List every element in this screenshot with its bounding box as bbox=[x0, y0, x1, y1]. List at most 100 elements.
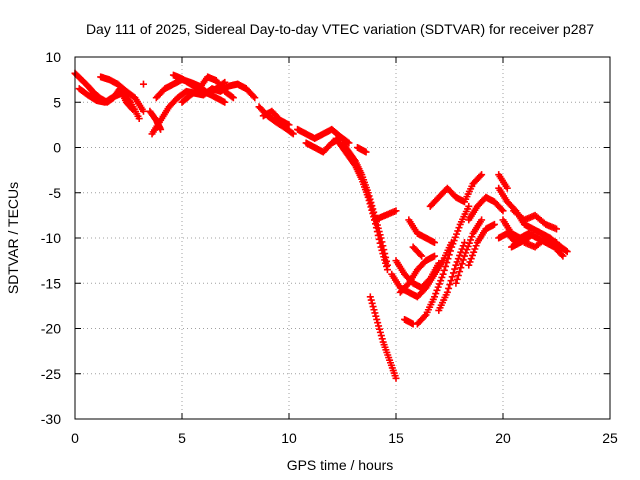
data-point-marker bbox=[468, 251, 476, 259]
data-point-marker bbox=[466, 258, 474, 266]
data-point-marker bbox=[452, 279, 460, 287]
data-point-marker bbox=[369, 303, 377, 311]
sat-track-15 bbox=[339, 139, 391, 269]
data-point-marker bbox=[460, 252, 468, 260]
data-point-marker bbox=[377, 234, 385, 242]
data-point-marker bbox=[446, 281, 454, 289]
data-point-marker bbox=[490, 220, 498, 228]
data-point-marker bbox=[139, 80, 147, 88]
data-point-marker bbox=[443, 288, 451, 296]
sat-track-35 bbox=[409, 243, 426, 260]
sat-track-30 bbox=[510, 207, 560, 233]
data-point-marker bbox=[371, 309, 379, 317]
data-point-marker bbox=[448, 243, 456, 251]
data-point-marker bbox=[454, 271, 462, 279]
data-point-marker bbox=[478, 171, 486, 179]
sat-track-26 bbox=[426, 171, 486, 210]
data-point-marker bbox=[449, 240, 457, 248]
y-tick-label: -30 bbox=[41, 411, 61, 427]
data-point-marker bbox=[563, 248, 571, 256]
data-point-marker bbox=[465, 202, 473, 210]
data-point-marker bbox=[472, 242, 480, 250]
x-tick-label: 5 bbox=[178, 430, 186, 446]
sat-track-27 bbox=[465, 193, 507, 224]
sat-track-16 bbox=[366, 293, 400, 382]
data-point-marker bbox=[409, 320, 417, 328]
data-point-marker bbox=[367, 296, 375, 304]
y-tick-label: -5 bbox=[49, 185, 62, 201]
data-point-marker bbox=[553, 239, 560, 247]
y-tick-label: -20 bbox=[41, 321, 61, 337]
data-point-marker bbox=[418, 252, 426, 260]
x-tick-label: 20 bbox=[495, 430, 511, 446]
data-point-marker bbox=[379, 242, 387, 250]
data-point-marker bbox=[368, 202, 376, 210]
data-point-marker bbox=[433, 286, 441, 294]
sat-track-9 bbox=[234, 80, 259, 102]
data-point-marker bbox=[345, 139, 353, 147]
data-point-marker bbox=[431, 293, 439, 301]
data-point-marker bbox=[558, 251, 566, 259]
data-point-marker bbox=[432, 290, 440, 298]
data-point-marker bbox=[370, 208, 378, 216]
data-point-marker bbox=[453, 258, 461, 266]
data-point-marker bbox=[139, 107, 147, 115]
data-point-marker bbox=[431, 239, 439, 247]
y-tick-label: 0 bbox=[53, 140, 61, 156]
data-point-marker bbox=[251, 94, 259, 102]
data-point-marker bbox=[366, 195, 374, 203]
data-point-marker bbox=[553, 225, 560, 233]
data-point-marker bbox=[443, 259, 451, 267]
sat-track-10 bbox=[255, 103, 297, 138]
data-point-marker bbox=[525, 234, 533, 242]
data-point-marker bbox=[372, 312, 380, 320]
x-tick-label: 15 bbox=[388, 430, 404, 446]
data-point-marker bbox=[367, 198, 375, 206]
y-tick-label: -15 bbox=[41, 275, 61, 291]
data-point-marker bbox=[458, 260, 466, 268]
data-point-marker bbox=[476, 172, 484, 180]
data-point-marker bbox=[378, 238, 386, 246]
data-point-marker bbox=[376, 231, 384, 239]
sat-track-8 bbox=[146, 107, 165, 133]
data-point-marker bbox=[451, 233, 459, 241]
sat-track-2 bbox=[75, 85, 143, 123]
data-point-marker bbox=[459, 256, 467, 264]
data-point-marker bbox=[450, 237, 458, 245]
y-tick-label: 5 bbox=[53, 94, 61, 110]
data-point-marker bbox=[478, 216, 486, 224]
sat-track-20 bbox=[396, 252, 439, 296]
data-point-marker bbox=[559, 252, 567, 260]
data-point-marker bbox=[392, 374, 400, 382]
data-point-marker bbox=[457, 264, 465, 272]
data-point-marker bbox=[498, 206, 506, 214]
data-point-marker bbox=[373, 315, 381, 323]
data-point-marker bbox=[377, 332, 385, 340]
data-point-marker bbox=[451, 265, 459, 273]
data-point-marker bbox=[440, 266, 448, 274]
data-point-marker bbox=[499, 207, 507, 215]
data-point-marker bbox=[471, 245, 479, 253]
data-point-marker bbox=[375, 325, 383, 333]
sat-track-22 bbox=[435, 239, 468, 314]
sat-track-3 bbox=[97, 73, 147, 115]
data-point-marker bbox=[366, 293, 374, 301]
data-point-marker bbox=[380, 246, 388, 254]
data-point-marker bbox=[442, 262, 450, 270]
data-point-marker bbox=[444, 255, 452, 263]
data-point-marker bbox=[465, 261, 473, 269]
data-point-marker bbox=[462, 249, 470, 257]
sat-track-38 bbox=[353, 144, 370, 156]
data-point-marker bbox=[378, 335, 386, 343]
data-point-marker bbox=[383, 261, 391, 269]
data-point-marker bbox=[364, 189, 372, 197]
data-point-marker bbox=[381, 250, 389, 258]
data-point-marker bbox=[375, 228, 383, 236]
data-point-marker bbox=[455, 224, 463, 232]
sat-track-31 bbox=[520, 234, 560, 251]
sat-track-33 bbox=[508, 234, 533, 251]
sat-track-23 bbox=[452, 216, 486, 287]
data-point-marker bbox=[438, 273, 446, 281]
data-point-marker bbox=[454, 255, 462, 263]
